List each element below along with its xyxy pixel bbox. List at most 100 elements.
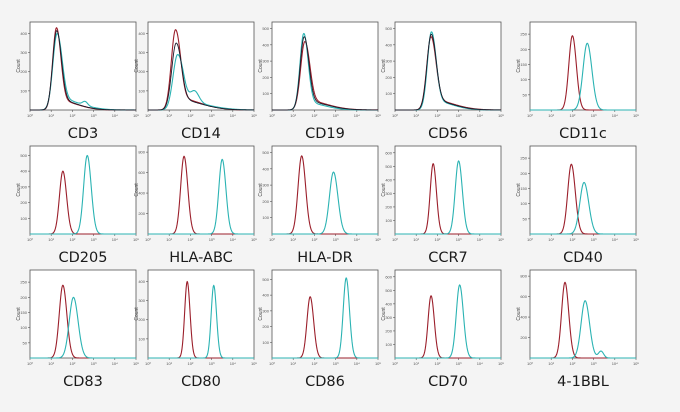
x-tick-label: 10⁵ — [498, 113, 504, 118]
y-tick-label: 800 — [520, 274, 527, 279]
y-tick-label: 200 — [385, 204, 392, 209]
plot-frame — [147, 21, 255, 111]
x-tick-label: 10⁵ — [251, 361, 257, 366]
y-axis-label: Count — [16, 307, 22, 321]
x-tick-label: 10¹ — [413, 237, 419, 242]
y-tick-label: 300 — [262, 59, 269, 64]
y-tick-label: 50 — [523, 92, 528, 97]
x-tick-label: 10⁴ — [477, 361, 483, 366]
x-tick-label: 10⁰ — [145, 361, 151, 366]
x-tick-label: 10¹ — [413, 361, 419, 366]
y-axis-label: Count — [516, 59, 522, 73]
series-line-teal — [271, 277, 379, 359]
x-tick-label: 10² — [312, 361, 318, 366]
y-tick-label: 800 — [138, 150, 145, 155]
y-tick-label: 200 — [20, 69, 27, 74]
histogram-cd14: Count 100 200 300 400 10⁰ 10¹ 10² 10³ 10⁴ 10⁵ — [134, 21, 257, 118]
y-tick-label: 200 — [385, 75, 392, 80]
x-tick-label: 10² — [435, 237, 441, 242]
y-tick-label: 300 — [138, 298, 145, 303]
histogram-cd70: Count 100 200 300 400 500 600 10⁰ 10¹ 10² 10³ 10⁴ 10… — [381, 269, 504, 366]
y-tick-label: 100 — [520, 201, 527, 206]
x-tick-label: 10⁵ — [633, 361, 639, 366]
y-tick-label: 200 — [262, 324, 269, 329]
x-tick-label: 10⁰ — [269, 113, 275, 118]
y-tick-label: 300 — [20, 184, 27, 189]
y-tick-label: 100 — [138, 88, 145, 93]
y-tick-label: 200 — [138, 211, 145, 216]
x-tick-label: 10³ — [456, 361, 462, 366]
x-tick-label: 10⁵ — [133, 237, 139, 242]
x-tick-label: 10³ — [591, 361, 597, 366]
y-tick-label: 250 — [20, 280, 27, 285]
y-axis-label: Count — [258, 59, 264, 73]
series-line-teal — [529, 42, 637, 111]
y-axis-label: Count — [134, 307, 140, 321]
x-tick-label: 10² — [70, 113, 76, 118]
y-tick-label: 150 — [520, 62, 527, 67]
x-tick-label: 10⁴ — [230, 361, 236, 366]
series-line-teal — [147, 158, 255, 235]
x-tick-label: 10¹ — [548, 113, 554, 118]
x-tick-label: 10³ — [209, 113, 215, 118]
y-tick-label: 400 — [385, 177, 392, 182]
y-tick-label: 500 — [20, 153, 27, 158]
x-tick-label: 10² — [188, 237, 194, 242]
series-line-teal — [29, 154, 137, 235]
panel-title-ccr7: CCR7 — [428, 250, 468, 266]
series-line-teal — [29, 296, 137, 359]
series-line-black — [30, 30, 136, 111]
y-tick-label: 400 — [138, 279, 145, 284]
x-tick-label: 10⁰ — [145, 113, 151, 118]
x-tick-label: 10¹ — [548, 361, 554, 366]
panel-title-cd3: CD3 — [67, 126, 99, 142]
x-tick-label: 10¹ — [166, 361, 172, 366]
histogram-cd86: Count 100 200 300 400 500 10⁰ 10¹ 10² 10³ 10⁴ 10⁵ — [258, 269, 381, 366]
y-axis-label: Count — [381, 59, 387, 73]
y-tick-label: 200 — [520, 47, 527, 52]
y-tick-label: 400 — [262, 42, 269, 47]
y-tick-label: 200 — [138, 317, 145, 322]
x-tick-label: 10⁴ — [612, 113, 618, 118]
y-tick-label: 500 — [262, 26, 269, 31]
y-axis-label: Count — [516, 307, 522, 321]
y-tick-label: 300 — [262, 308, 269, 313]
x-tick-label: 10² — [312, 113, 318, 118]
y-tick-label: 200 — [262, 75, 269, 80]
plot-frame — [394, 21, 502, 111]
y-tick-label: 600 — [520, 294, 527, 299]
plot-frame — [147, 269, 255, 359]
x-tick-label: 10² — [70, 361, 76, 366]
y-tick-label: 600 — [385, 150, 392, 155]
panel-title-cd80: CD80 — [181, 374, 221, 390]
x-tick-label: 10² — [570, 237, 576, 242]
histogram-ccr7: Count 100 200 300 400 500 600 10⁰ 10¹ 10² 10³ 10⁴ 10… — [381, 145, 504, 242]
y-tick-label: 300 — [262, 183, 269, 188]
histogram-cd3: Count 100 200 300 400 10⁰ 10¹ 10² 10³ 10⁴ 10⁵ — [16, 21, 139, 118]
y-tick-label: 400 — [262, 293, 269, 298]
x-tick-label: 10³ — [91, 113, 97, 118]
y-tick-label: 400 — [385, 301, 392, 306]
x-tick-label: 10² — [188, 113, 194, 118]
x-tick-label: 10⁴ — [112, 361, 118, 366]
y-tick-label: 250 — [520, 156, 527, 161]
y-tick-label: 50 — [23, 340, 28, 345]
y-tick-label: 400 — [520, 315, 527, 320]
y-tick-label: 100 — [262, 340, 269, 345]
plot-frame — [271, 145, 379, 235]
x-tick-label: 10¹ — [290, 113, 296, 118]
y-tick-label: 200 — [520, 171, 527, 176]
x-tick-label: 10⁴ — [354, 237, 360, 242]
panel-title-cd86: CD86 — [305, 374, 345, 390]
series-line-teal — [271, 171, 379, 235]
x-tick-label: 10³ — [333, 361, 339, 366]
x-tick-label: 10³ — [333, 237, 339, 242]
y-tick-label: 100 — [520, 77, 527, 82]
y-tick-label: 100 — [385, 218, 392, 223]
y-axis-label: Count — [381, 183, 387, 197]
y-axis-label: Count — [516, 183, 522, 197]
histogram-cd19: Count 100 200 300 400 500 10⁰ 10¹ 10² 10³ 10⁴ 10⁵ — [258, 21, 381, 118]
x-tick-label: 10⁰ — [392, 237, 398, 242]
histogram-4-1bbl: Count 200 400 600 800 10⁰ 10¹ 10² 10³ 10⁴ 10⁵ — [516, 269, 639, 366]
plot-frame — [394, 145, 502, 235]
